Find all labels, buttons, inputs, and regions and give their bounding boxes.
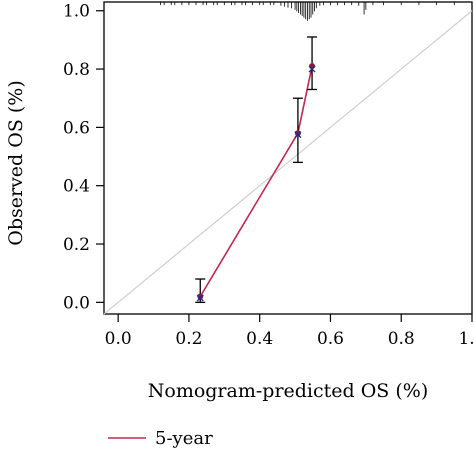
- y-tick-label: 0.4: [63, 177, 90, 197]
- data-point-5-year: [294, 130, 301, 137]
- legend: 5-year: [108, 428, 213, 449]
- data-point-5-year: [197, 293, 204, 300]
- corrected-point-mark: [308, 65, 316, 73]
- rug-layer: [160, 2, 455, 21]
- x-tick-label: 1.0: [458, 329, 474, 349]
- reference-layer: [103, 10, 473, 315]
- plot-frame: [103, 1, 473, 315]
- y-tick-label: 1.0: [63, 2, 90, 22]
- legend-label-5-year: 5-year: [155, 428, 213, 449]
- x-tick-label: 0.8: [388, 329, 415, 349]
- y-axis-title: Observed OS (%): [5, 80, 27, 246]
- reference-diagonal-line: [103, 10, 473, 315]
- series-layer: [195, 36, 318, 303]
- series-line-5-year: [199, 65, 313, 297]
- x-tick-label: 0.0: [105, 329, 132, 349]
- x-axis-title: Nomogram-predicted OS (%): [148, 380, 429, 402]
- x-tick-label: 0.6: [317, 329, 344, 349]
- axis-layer: 0.0 0.2 0.4 0.6 0.8 1.0 0.0 0.2 0.4 0.6 0.8 1.0: [63, 2, 474, 349]
- y-tick-label: 0.0: [63, 293, 90, 313]
- x-tick-label: 0.4: [246, 329, 273, 349]
- corrected-point-mark: [196, 294, 204, 302]
- y-tick-label: 0.2: [63, 235, 90, 255]
- x-tick-label: 0.2: [175, 329, 202, 349]
- y-tick-label: 0.8: [63, 60, 90, 80]
- y-tick-label: 0.6: [63, 118, 90, 138]
- corrected-point-mark: [294, 131, 302, 139]
